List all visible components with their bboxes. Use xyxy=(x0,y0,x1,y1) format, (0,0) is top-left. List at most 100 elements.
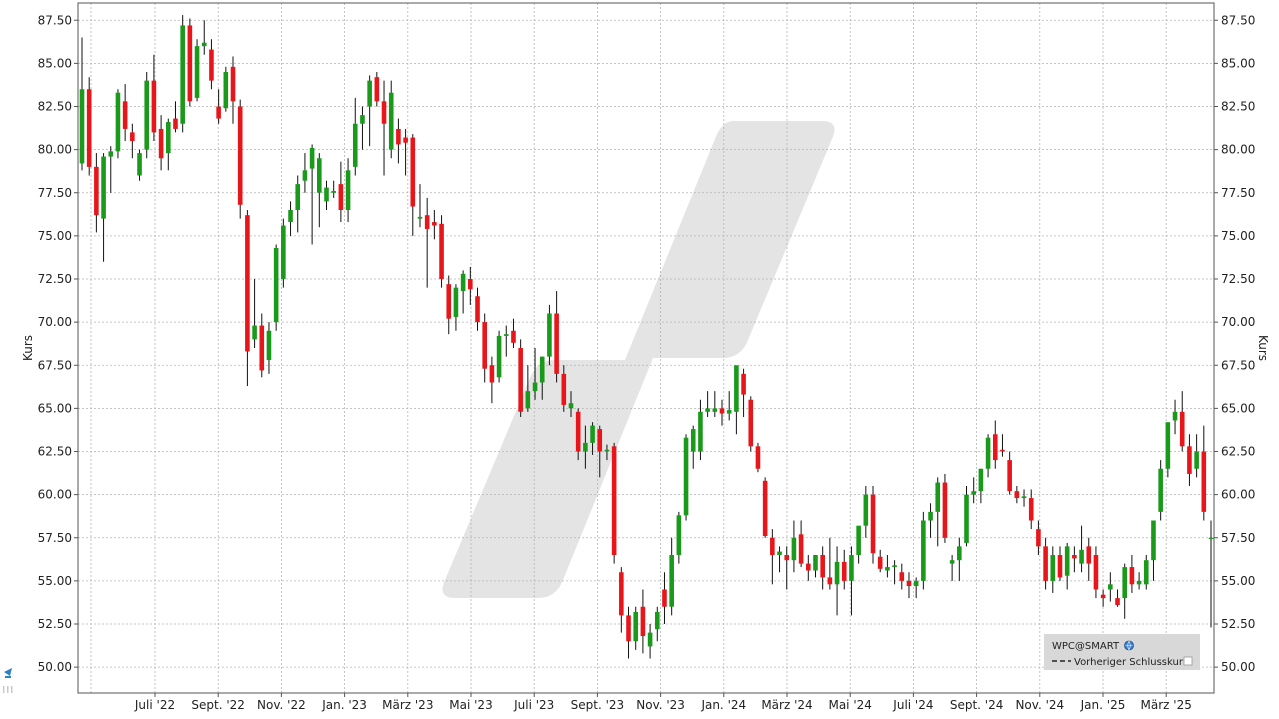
y-tick-label-left: 80.00 xyxy=(38,143,72,157)
candle-body-up xyxy=(1165,422,1171,469)
candle-body-down xyxy=(245,215,250,352)
candle-body-up xyxy=(971,491,976,495)
candle-body-up xyxy=(352,123,358,167)
candle-body-down xyxy=(1100,594,1106,599)
candle-body-up xyxy=(928,511,933,521)
candle-body-up xyxy=(288,210,293,223)
candle-body-up xyxy=(683,437,689,516)
candle xyxy=(324,180,329,210)
candle xyxy=(597,425,603,478)
candle xyxy=(352,97,358,176)
scroll-handle-icon[interactable] xyxy=(3,686,13,693)
plot-frame xyxy=(77,2,1215,694)
candle xyxy=(683,434,689,521)
chart-tools-icon[interactable] xyxy=(4,668,12,678)
candle-body-down xyxy=(1028,498,1034,521)
y-tick-label-left: 65.00 xyxy=(38,401,72,415)
candle-body-up xyxy=(1050,555,1056,581)
candle-body-down xyxy=(86,89,92,167)
candle-body-down xyxy=(741,373,746,395)
candle-body-up xyxy=(360,115,365,124)
x-tick-label: März '25 xyxy=(1141,698,1192,712)
candle-body-up xyxy=(539,356,545,383)
y-tick-label-left: 85.00 xyxy=(38,56,72,70)
candle xyxy=(863,486,869,538)
candle-body-down xyxy=(611,446,617,555)
candle-body-down xyxy=(187,25,193,102)
candle-body-down xyxy=(468,279,473,290)
candle xyxy=(511,318,516,348)
candle xyxy=(705,391,710,417)
y-tick-label-right: 60.00 xyxy=(1221,488,1255,502)
candle-body-down xyxy=(770,537,775,555)
y-tick-label-left: 52.50 xyxy=(38,617,72,631)
legend-checkbox[interactable] xyxy=(1183,656,1193,666)
candle xyxy=(777,546,782,573)
candle xyxy=(525,365,531,412)
candle-body-down xyxy=(475,296,480,323)
candle xyxy=(654,606,660,642)
candle xyxy=(1007,451,1012,495)
candle xyxy=(1136,572,1142,590)
legend-line-label: Vorheriger Schlusskurs xyxy=(1074,657,1188,668)
candle xyxy=(1122,563,1128,619)
candle xyxy=(1093,546,1099,599)
candle xyxy=(719,399,725,426)
candle xyxy=(633,606,639,650)
candle-body-down xyxy=(755,446,761,469)
candle xyxy=(1194,434,1199,478)
candle-body-down xyxy=(130,132,135,141)
candle-body-down xyxy=(942,482,948,538)
candle xyxy=(1086,537,1092,581)
grid xyxy=(78,3,1214,693)
candle-body-down xyxy=(122,101,128,129)
candle-body-down xyxy=(381,101,387,124)
candle xyxy=(130,123,135,159)
candle-body-up xyxy=(302,170,308,181)
candle-body-up xyxy=(568,403,574,409)
x-axis: Juli '22 Sept. '22 Nov. '22 Jan. '23 März '2… xyxy=(134,693,1192,712)
candle xyxy=(561,365,567,412)
candle xyxy=(791,520,797,573)
candle xyxy=(712,391,718,417)
candle xyxy=(856,525,861,564)
candle-body-up xyxy=(957,546,962,561)
candle xyxy=(877,549,883,573)
candle-body-down xyxy=(597,429,603,452)
candle-body-up xyxy=(252,325,257,340)
candle-body-up xyxy=(273,247,279,323)
candle xyxy=(1151,520,1156,581)
candle xyxy=(108,146,114,193)
x-tick-label: Jan. '24 xyxy=(700,698,746,712)
candle-body-down xyxy=(396,128,401,145)
candle xyxy=(604,444,610,461)
y-tick-label-right: 87.50 xyxy=(1221,13,1255,27)
candle xyxy=(676,511,682,564)
candle-body-up xyxy=(460,273,466,292)
candle-body-down xyxy=(1043,546,1048,581)
candle xyxy=(662,572,667,624)
candle-body-down xyxy=(338,184,344,210)
candle-body-up xyxy=(892,565,897,568)
candle xyxy=(439,215,444,288)
candle xyxy=(1108,572,1113,602)
candle xyxy=(734,365,739,435)
candle-body-up xyxy=(676,515,682,555)
y-tick-label-right: 57.50 xyxy=(1221,531,1255,545)
globe-icon[interactable] xyxy=(1124,640,1134,651)
candle xyxy=(1115,589,1120,607)
candle-body-down xyxy=(1179,411,1185,447)
candle-body-up xyxy=(1143,560,1149,585)
candle xyxy=(187,18,193,107)
candle xyxy=(489,356,495,404)
candle xyxy=(115,89,121,159)
candle-body-down xyxy=(518,348,523,412)
candle xyxy=(86,77,92,176)
x-tick-label: Nov. '22 xyxy=(257,698,306,712)
watermark-logo-icon xyxy=(442,121,835,598)
candle-body-down xyxy=(626,615,631,642)
candle xyxy=(870,486,876,564)
candle-body-up xyxy=(388,92,394,150)
candle-body-up xyxy=(309,147,315,169)
candle-body-down xyxy=(906,580,912,587)
